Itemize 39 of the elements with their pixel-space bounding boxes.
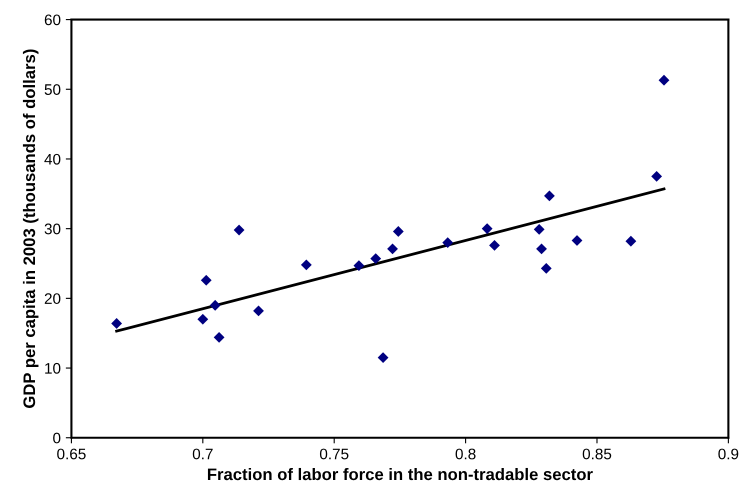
y-tick-label: 60 bbox=[44, 14, 60, 26]
y-tick-label: 40 bbox=[44, 154, 60, 165]
point bbox=[387, 243, 398, 254]
point bbox=[300, 260, 312, 270]
point bbox=[536, 243, 547, 254]
y-tick-label: 0 bbox=[53, 432, 60, 444]
point bbox=[354, 260, 364, 271]
x-tick-label: 0.85 bbox=[582, 448, 612, 460]
point bbox=[111, 318, 122, 329]
x-tick-label: 0.7 bbox=[192, 448, 213, 460]
point bbox=[651, 170, 662, 182]
point bbox=[534, 224, 545, 235]
point bbox=[234, 224, 244, 236]
x-tick-label: 0.8 bbox=[456, 448, 476, 460]
x-axis-title: Fraction of labor force in the non-tradable sector bbox=[208, 468, 593, 480]
point bbox=[214, 332, 225, 343]
x-tick-label: 0.75 bbox=[320, 448, 348, 460]
y-axis-title: GDP per capita in 2003 (thousands of dollars) bbox=[22, 49, 38, 408]
point bbox=[210, 300, 221, 311]
point bbox=[625, 236, 636, 247]
y-tick-label: 20 bbox=[44, 293, 60, 304]
point bbox=[200, 274, 212, 286]
point bbox=[392, 226, 404, 237]
point bbox=[253, 306, 264, 316]
point bbox=[544, 190, 555, 202]
point bbox=[572, 235, 582, 246]
point bbox=[540, 262, 552, 274]
point bbox=[658, 74, 670, 86]
point bbox=[442, 237, 454, 248]
x-tick-label: 0.65 bbox=[57, 448, 86, 460]
y-tick-label: 10 bbox=[45, 362, 60, 374]
point bbox=[378, 352, 388, 363]
point bbox=[482, 223, 493, 234]
x-tick-label: 0.9 bbox=[718, 448, 738, 460]
y-tick-label: 30 bbox=[44, 224, 60, 234]
point bbox=[370, 253, 382, 264]
point bbox=[489, 240, 500, 251]
y-tick-label: 50 bbox=[44, 84, 60, 95]
point bbox=[197, 314, 208, 325]
